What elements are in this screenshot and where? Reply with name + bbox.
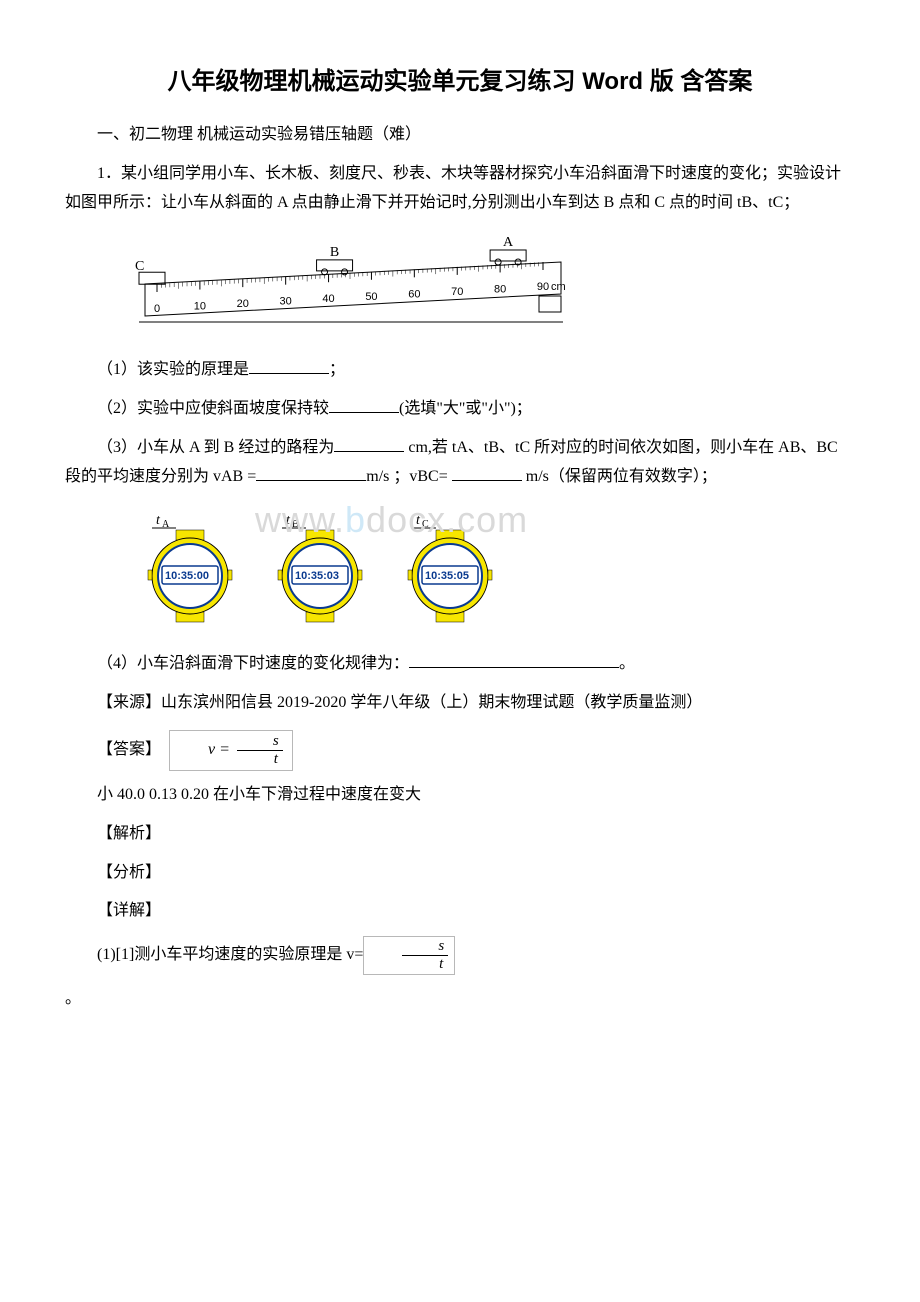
svg-text:10: 10 bbox=[194, 300, 206, 312]
q1-fenxi: 【分析】 bbox=[65, 859, 855, 888]
answer-label: 【答案】 bbox=[97, 741, 161, 758]
q1-part4-a: （4）小车沿斜面滑下时速度的变化规律为： bbox=[97, 655, 409, 672]
q1-part3-d: m/s（保留两位有效数字）； bbox=[522, 468, 717, 485]
blank bbox=[329, 397, 399, 413]
svg-text:60: 60 bbox=[408, 288, 420, 300]
frac-s-over-t: st bbox=[363, 936, 455, 975]
svg-text:20: 20 bbox=[237, 298, 249, 310]
svg-text:0: 0 bbox=[154, 303, 160, 315]
q1-detail: (1)[1]测小车平均速度的实验原理是 v=st bbox=[65, 936, 855, 975]
q1-detail-b: 。 bbox=[65, 985, 855, 1014]
svg-text:40: 40 bbox=[322, 293, 334, 305]
blank bbox=[334, 436, 404, 452]
svg-text:t: t bbox=[286, 513, 291, 528]
ruler-figure: 0 10 20 30 40 50 60 70 80 90cm A B C bbox=[135, 232, 855, 343]
svg-text:50: 50 bbox=[365, 290, 377, 302]
q1-xiangjie: 【详解】 bbox=[65, 897, 855, 926]
q1-part3: （3）小车从 A 到 B 经过的路程为 cm,若 tA、tB、tC 所对应的时间… bbox=[65, 434, 855, 492]
svg-text:A: A bbox=[503, 235, 514, 250]
svg-text:cm: cm bbox=[551, 281, 565, 293]
svg-text:C: C bbox=[135, 259, 144, 274]
svg-text:10:35:05: 10:35:05 bbox=[425, 570, 469, 582]
blank bbox=[249, 358, 329, 374]
svg-text:80: 80 bbox=[494, 283, 506, 295]
q1-stem: 1．某小组同学用小车、长木板、刻度尺、秒表、木块等器材探究小车沿斜面滑下时速度的… bbox=[65, 160, 855, 218]
svg-text:B: B bbox=[330, 244, 339, 259]
q1-detail-a: (1)[1]测小车平均速度的实验原理是 v= bbox=[97, 946, 363, 963]
q1-part2-b: (选填"大"或"小")； bbox=[399, 400, 532, 417]
svg-text:10:35:00: 10:35:00 bbox=[165, 570, 209, 582]
q1-part2-a: （2）实验中应使斜面坡度保持较 bbox=[97, 400, 329, 417]
watches-figure: www.bdocx.com tA10:35:00tB10:35:03tC10:3… bbox=[135, 506, 855, 637]
q1-part3-a: （3）小车从 A 到 B 经过的路程为 bbox=[97, 439, 334, 456]
svg-text:10:35:03: 10:35:03 bbox=[295, 570, 339, 582]
q1-part1-b: ； bbox=[329, 361, 345, 378]
q1-jiexi: 【解析】 bbox=[65, 820, 855, 849]
section-intro: 一、初二物理 机械运动实验易错压轴题（难） bbox=[65, 121, 855, 150]
q1-part1-a: （1）该实验的原理是 bbox=[97, 361, 249, 378]
blank bbox=[452, 465, 522, 481]
q1-source: 【来源】山东滨州阳信县 2019-2020 学年八年级（上）期末物理试题（教学质… bbox=[65, 689, 855, 718]
blank bbox=[409, 652, 619, 668]
q1-part4: （4）小车沿斜面滑下时速度的变化规律为： 。 bbox=[65, 650, 855, 679]
svg-text:30: 30 bbox=[280, 295, 292, 307]
q1-answer-line: 【答案】 v = st bbox=[65, 730, 855, 771]
svg-text:t: t bbox=[416, 513, 421, 528]
svg-text:t: t bbox=[156, 513, 161, 528]
answer-formula: v = st bbox=[169, 730, 293, 771]
q1-part2: （2）实验中应使斜面坡度保持较 (选填"大"或"小")； bbox=[65, 395, 855, 424]
svg-text:90: 90 bbox=[537, 281, 549, 293]
svg-text:70: 70 bbox=[451, 285, 463, 297]
q1-answer-vals: 小 40.0 0.13 0.20 在小车下滑过程中速度在变大 bbox=[65, 781, 855, 810]
blank bbox=[256, 465, 366, 481]
q1-part3-c: m/s ；vBC= bbox=[366, 468, 452, 485]
q1-part4-b: 。 bbox=[619, 655, 635, 672]
q1-part1: （1）该实验的原理是 ； bbox=[65, 356, 855, 385]
title: 八年级物理机械运动实验单元复习练习 Word 版 含答案 bbox=[65, 60, 855, 103]
